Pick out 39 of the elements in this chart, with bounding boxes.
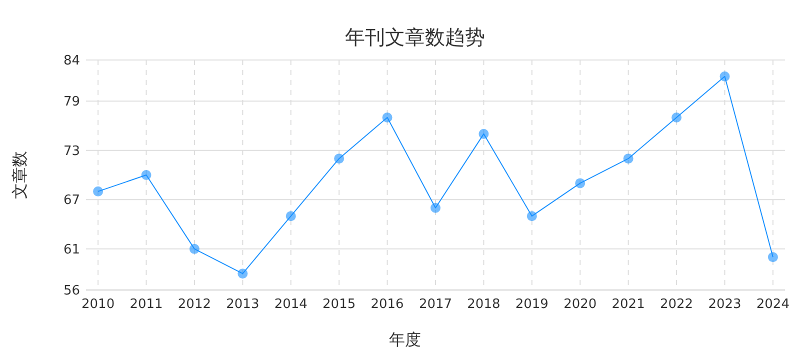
x-tick-label: 2013 xyxy=(226,297,260,312)
x-tick-label: 2018 xyxy=(467,297,500,312)
y-tick-label: 79 xyxy=(63,94,80,110)
x-tick-label: 2010 xyxy=(82,297,115,312)
x-tick-label: 2016 xyxy=(370,297,404,312)
x-tick-label: 2015 xyxy=(322,297,356,312)
point xyxy=(93,186,104,196)
point xyxy=(141,170,152,180)
point xyxy=(526,211,537,222)
x-tick-label: 2023 xyxy=(708,297,742,312)
point xyxy=(575,178,586,188)
point xyxy=(720,71,730,82)
x-tick-label: 2022 xyxy=(660,297,694,312)
x-tick-label: 2011 xyxy=(130,297,163,312)
point xyxy=(672,112,682,122)
point xyxy=(238,268,248,279)
point xyxy=(382,112,392,122)
y-tick-label: 84 xyxy=(63,54,80,69)
x-tick-label: 2014 xyxy=(274,297,308,312)
y-axis-title: 文章数 xyxy=(10,151,29,199)
x-tick-label: 2019 xyxy=(515,297,548,312)
point xyxy=(334,154,344,164)
point xyxy=(286,211,296,222)
point xyxy=(768,252,778,262)
x-tick-label: 2021 xyxy=(612,297,645,312)
x-tick-label: 2012 xyxy=(178,297,212,312)
x-tick-label: 2020 xyxy=(564,297,597,312)
y-tick-label: 73 xyxy=(63,144,80,159)
chart-title: 年刊文章数趋势 xyxy=(345,25,485,49)
y-tick-label: 56 xyxy=(63,284,80,299)
point xyxy=(430,202,440,213)
y-tick-label: 61 xyxy=(63,242,80,258)
point xyxy=(478,128,489,139)
point xyxy=(623,154,634,164)
x-tick-label: 2024 xyxy=(756,297,790,312)
point xyxy=(189,244,200,254)
y-tick-label: 67 xyxy=(63,193,80,208)
x-tick-label: 2017 xyxy=(418,297,452,312)
x-axis-title: 年度 xyxy=(389,330,421,349)
